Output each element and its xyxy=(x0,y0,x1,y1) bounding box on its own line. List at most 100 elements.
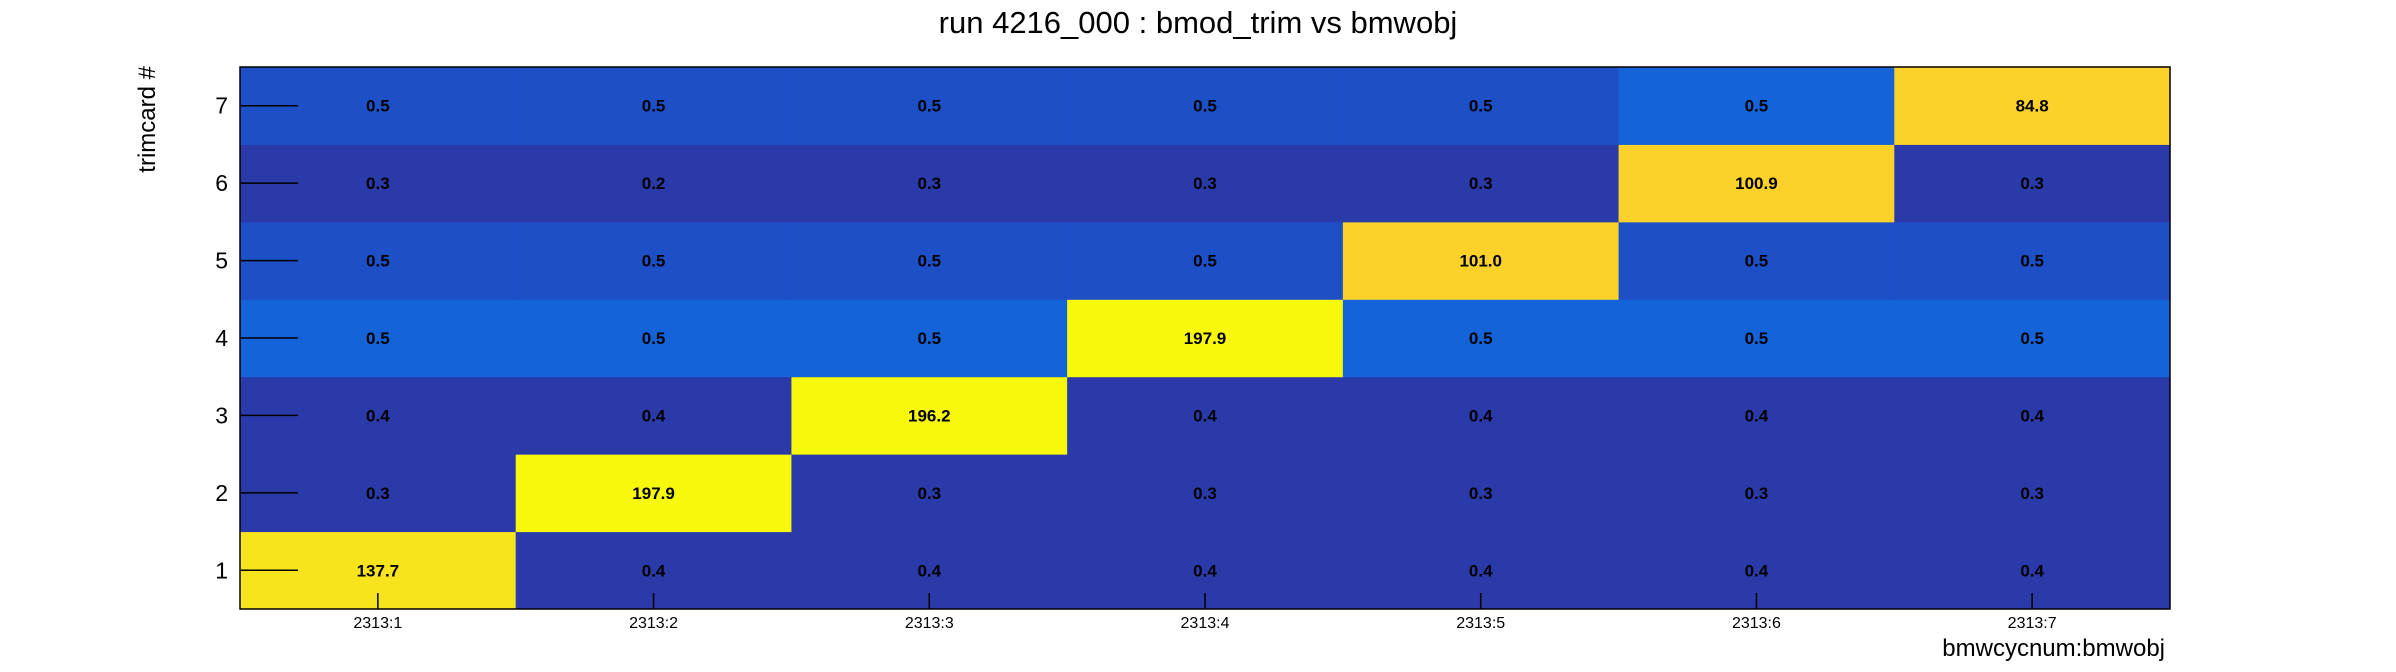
cell-value-label: 0.5 xyxy=(366,252,390,271)
heatmap-cell xyxy=(1342,299,1620,378)
y-tick-label: 6 xyxy=(215,170,228,196)
cell-value-label: 0.3 xyxy=(1745,484,1769,503)
cell-value-label: 0.5 xyxy=(917,252,941,271)
heatmap-cell xyxy=(1894,67,2171,145)
heatmap-cell xyxy=(1618,144,1895,223)
cell-value-label: 0.5 xyxy=(1745,252,1769,271)
cell-value-label: 0.4 xyxy=(2020,561,2044,580)
heatmap-cell xyxy=(1894,299,2171,378)
cell-value-label: 197.9 xyxy=(1184,329,1227,348)
cell-value-label: 0.5 xyxy=(642,97,666,116)
heatmap-cells xyxy=(240,67,2171,610)
y-axis-title: trimcard # xyxy=(134,65,161,172)
heatmap-cell xyxy=(1342,454,1620,533)
cell-value-label: 0.4 xyxy=(1745,561,1769,580)
cell-value-label: 0.5 xyxy=(1469,97,1493,116)
heatmap-cell xyxy=(1618,454,1895,533)
y-tick-label: 2 xyxy=(215,480,228,506)
cell-value-label: 101.0 xyxy=(1459,252,1502,271)
y-tick-label: 1 xyxy=(215,557,228,583)
heatmap-cell xyxy=(515,454,792,533)
cell-value-label: 0.4 xyxy=(1193,561,1217,580)
heatmap-cell xyxy=(1618,67,1895,145)
cell-value-label: 0.5 xyxy=(642,329,666,348)
y-tick-label: 7 xyxy=(215,93,228,119)
x-tick-label: 2313:7 xyxy=(2008,615,2057,632)
heatmap-cell xyxy=(1618,376,1895,455)
heatmap-cell xyxy=(1894,454,2171,533)
heatmap-cell xyxy=(1342,376,1620,455)
heatmap-cell xyxy=(1894,376,2171,455)
heatmap-cell xyxy=(1067,376,1344,455)
y-tick-label: 3 xyxy=(215,402,228,428)
x-axis-title: bmwcycnum:bmwobj xyxy=(1942,635,2165,662)
cell-value-label: 0.5 xyxy=(1193,252,1217,271)
heatmap-cell xyxy=(1067,221,1344,300)
x-tick-label: 2313:6 xyxy=(1732,615,1781,632)
heatmap-cell xyxy=(791,67,1068,145)
cell-value-label: 0.3 xyxy=(917,484,941,503)
cell-value-label: 84.8 xyxy=(2016,97,2049,116)
x-tick-label: 2313:2 xyxy=(629,615,678,632)
heatmap-cell xyxy=(515,376,792,455)
axes: 1 2 3 4 5 6 7 2313:1 2313:2 2313:3 2313:4 2313:5 231… xyxy=(215,66,2171,632)
cell-value-label: 196.2 xyxy=(908,406,951,425)
cell-value-label: 0.5 xyxy=(2020,329,2044,348)
cell-value-label: 0.5 xyxy=(1193,97,1217,116)
heatmap-cell xyxy=(1067,144,1344,223)
heatmap-cell xyxy=(1067,454,1344,533)
chart-title: run 4216_000 : bmod_trim vs bmwobj xyxy=(939,5,1458,40)
x-tick-label: 2313:5 xyxy=(1456,615,1505,632)
cell-value-label: 0.5 xyxy=(1745,329,1769,348)
cell-value-label: 197.9 xyxy=(632,484,675,503)
cell-value-label: 0.3 xyxy=(1193,174,1217,193)
cell-value-label: 0.5 xyxy=(1745,97,1769,116)
cell-value-label: 0.3 xyxy=(2020,174,2044,193)
cell-value-label: 0.4 xyxy=(917,561,941,580)
x-tick-label: 2313:4 xyxy=(1181,615,1230,632)
heatmap-cell xyxy=(515,144,792,223)
cell-value-label: 0.5 xyxy=(917,329,941,348)
heatmap-cell xyxy=(791,454,1068,533)
heatmap-cell xyxy=(1342,221,1620,300)
heatmap-cell xyxy=(791,221,1068,300)
cell-value-label: 0.4 xyxy=(1469,406,1493,425)
x-tick-label: 2313:3 xyxy=(905,615,954,632)
cell-value-label: 0.5 xyxy=(1469,329,1493,348)
cell-value-label: 0.3 xyxy=(917,174,941,193)
x-tick-label: 2313:1 xyxy=(353,615,402,632)
cell-value-label: 0.3 xyxy=(2020,484,2044,503)
heatmap-cell xyxy=(1342,67,1620,145)
cell-value-label: 0.5 xyxy=(366,329,390,348)
cell-value-label: 0.5 xyxy=(366,97,390,116)
y-tick-label: 4 xyxy=(215,325,228,351)
heatmap-cell xyxy=(1342,144,1620,223)
heatmap-cell xyxy=(515,221,792,300)
heatmap-cell xyxy=(515,299,792,378)
cell-value-label: 0.4 xyxy=(642,561,666,580)
cell-value-label: 0.3 xyxy=(1193,484,1217,503)
cell-value-label: 0.3 xyxy=(366,174,390,193)
heatmap-cell xyxy=(515,67,792,145)
heatmap-cell xyxy=(1067,67,1344,145)
heatmap-cell xyxy=(791,299,1068,378)
cell-value-label: 0.5 xyxy=(2020,252,2044,271)
cell-value-label: 0.4 xyxy=(1469,561,1493,580)
cell-value-label: 0.5 xyxy=(917,97,941,116)
cell-value-label: 0.3 xyxy=(1469,174,1493,193)
cell-value-label: 0.5 xyxy=(642,252,666,271)
cell-value-label: 0.4 xyxy=(2020,406,2044,425)
cell-value-label: 0.4 xyxy=(366,406,390,425)
cell-value-label: 0.3 xyxy=(1469,484,1493,503)
y-tick-label: 5 xyxy=(215,248,228,274)
heatmap-cell xyxy=(1618,221,1895,300)
cell-value-label: 0.4 xyxy=(1745,406,1769,425)
cell-value-label: 0.4 xyxy=(1193,406,1217,425)
heatmap-cell xyxy=(1067,299,1344,378)
heatmap-cell xyxy=(1894,221,2171,300)
heatmap-cell xyxy=(791,144,1068,223)
heatmap-cell xyxy=(1618,299,1895,378)
cell-value-label: 0.3 xyxy=(366,484,390,503)
cell-value-label: 137.7 xyxy=(357,561,400,580)
